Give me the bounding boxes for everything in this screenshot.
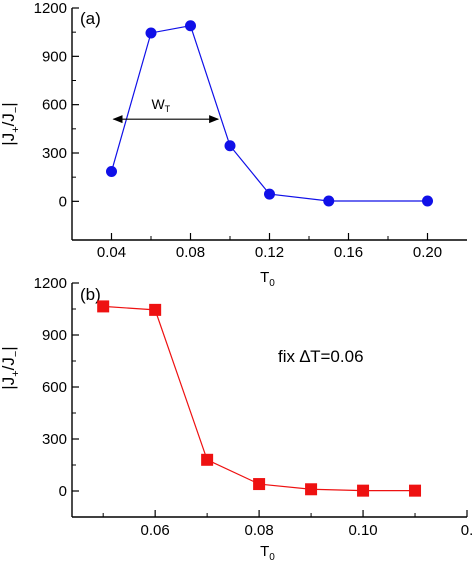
width-annotation-sub: T xyxy=(165,104,171,114)
fix-delta-t-annotation: fix ∆T=0.06 xyxy=(278,347,364,366)
x-axis-label: T0 xyxy=(260,543,275,563)
y-tick-label: 600 xyxy=(42,379,67,396)
y-tick-label: 900 xyxy=(42,327,67,344)
data-point xyxy=(106,166,117,178)
width-annotation: WT xyxy=(151,96,170,114)
y-tick-label: 300 xyxy=(42,431,67,448)
data-point xyxy=(305,483,318,496)
y-tick-label: 0 xyxy=(59,193,67,210)
x-tick-label: 0.20 xyxy=(413,244,442,261)
series-line xyxy=(110,25,428,202)
series-line xyxy=(103,305,416,492)
y-label-part: | xyxy=(0,102,18,106)
y-label-part: /J xyxy=(0,357,18,370)
x-tick-label: 0.06 xyxy=(141,522,170,539)
y-label-sub: + xyxy=(10,370,22,376)
chart-panel-b: 0.06 0.08 0.10 0.03006009001200T0|J+/J−|(b)… xyxy=(0,275,473,563)
y-label-part: /J xyxy=(0,113,18,126)
data-point xyxy=(149,303,162,316)
data-point xyxy=(409,484,422,497)
chart-panel-a: 0.04 0.08 0.12 0.16 0.2003006009001200T0|J+/… xyxy=(0,0,467,289)
y-label-sub: + xyxy=(10,126,22,132)
x-axis-label: T0 xyxy=(260,269,275,289)
x-tick-label: 0.16 xyxy=(334,244,363,261)
y-axis-label: |J+/J−| xyxy=(0,102,22,145)
y-tick-label: 300 xyxy=(42,145,67,162)
y-label-sub: − xyxy=(10,351,22,357)
width-annotation-main: W xyxy=(151,96,165,112)
x-axis-label-sub: 0 xyxy=(269,278,275,289)
x-axis-label-sub: 0 xyxy=(269,552,275,563)
data-point xyxy=(323,195,335,207)
y-axis-label: |J+/J−| xyxy=(0,346,22,389)
y-tick-label: 900 xyxy=(42,48,67,65)
panel-label: (a) xyxy=(80,9,101,28)
data-point xyxy=(357,484,370,497)
y-tick-label: 0 xyxy=(59,483,67,500)
y-label-sub: − xyxy=(10,107,22,113)
y-label-part: |J xyxy=(0,377,18,390)
x-tick-label: 0.10 xyxy=(348,522,377,539)
width-arrow-head-right xyxy=(209,115,220,124)
data-point xyxy=(224,140,236,152)
panel-label: (b) xyxy=(80,285,101,304)
data-point xyxy=(264,188,275,200)
x-axis-label-main: T xyxy=(260,269,269,286)
y-tick-label: 1200 xyxy=(34,275,67,292)
data-point xyxy=(253,478,266,491)
x-tick-label: 0.12 xyxy=(255,244,284,261)
data-point xyxy=(201,453,214,466)
data-point xyxy=(185,20,196,32)
y-label-part: |J xyxy=(0,133,18,146)
data-point xyxy=(145,27,157,39)
y-tick-label: 1200 xyxy=(34,0,67,17)
x-tick-label: 0. xyxy=(461,522,474,539)
x-tick-label: 0.08 xyxy=(176,244,205,261)
y-label-part: | xyxy=(0,346,18,350)
data-point xyxy=(422,195,433,207)
x-tick-label: 0.08 xyxy=(245,522,274,539)
width-arrow-head-left xyxy=(112,115,123,124)
data-point xyxy=(97,300,110,313)
y-tick-label: 600 xyxy=(42,97,67,114)
x-tick-label: 0.04 xyxy=(97,244,126,261)
x-axis-label-main: T xyxy=(260,543,269,560)
